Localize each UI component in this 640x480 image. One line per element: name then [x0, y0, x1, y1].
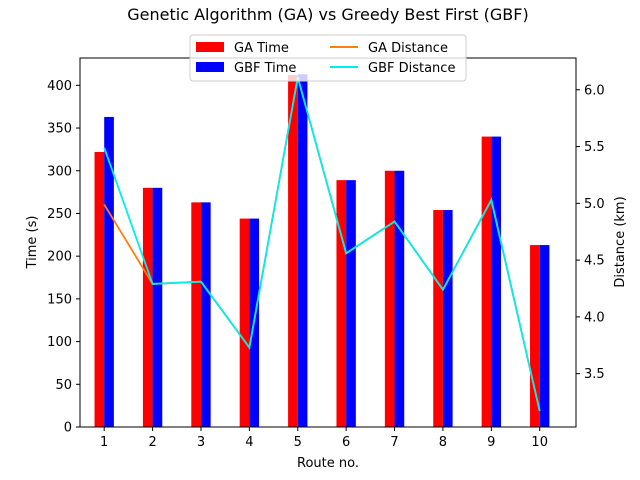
bar-gbf-time-10 [539, 245, 550, 427]
y-tick-label: 350 [47, 122, 72, 137]
x-axis: 1 2 3 4 5 6 7 8 9 10 [100, 427, 548, 450]
x-tick-label: 2 [148, 435, 156, 450]
bar-gbf-time-1 [104, 116, 114, 427]
y-tick-label: 300 [47, 164, 72, 179]
y2-tick-label: 4.0 [584, 310, 605, 325]
bar-ga-time-5 [288, 75, 298, 427]
bars-layer [94, 74, 550, 427]
bar-gbf-time-9 [491, 136, 501, 427]
bar-ga-time-9 [481, 136, 492, 427]
lines-layer [103, 77, 541, 412]
x-axis-label: Route no. [297, 456, 359, 471]
y2-tick-label: 6.0 [584, 83, 605, 98]
bar-ga-time-8 [433, 210, 443, 427]
bar-gbf-time-5 [297, 74, 308, 427]
x-tick-label: 8 [439, 435, 447, 450]
y-axis-label: Time (s) [25, 216, 40, 270]
legend-box [189, 34, 467, 82]
line-ga-distance [103, 77, 541, 412]
x-tick-label: 7 [390, 435, 398, 450]
y2-axis-label: Distance (km) [613, 196, 628, 287]
bar-ga-time-4 [239, 218, 250, 427]
bar-gbf-time-2 [152, 187, 163, 427]
x-tick-label: 1 [100, 435, 108, 450]
y2-tick-label: 5.0 [584, 197, 605, 212]
bar-ga-time-2 [142, 187, 153, 427]
bar-ga-time-7 [384, 170, 395, 427]
y-tick-label: 100 [47, 335, 72, 350]
bar-gbf-time-3 [200, 202, 211, 427]
y2-tick-label: 5.5 [584, 140, 605, 155]
bar-gbf-time-7 [394, 170, 405, 427]
y-axis-left: 0 50 100 150 200 250 300 350 400 [47, 79, 80, 436]
bar-ga-time-1 [94, 151, 105, 427]
x-tick-label: 10 [531, 435, 548, 450]
x-tick-label: 9 [487, 435, 495, 450]
bar-ga-time-10 [530, 245, 540, 427]
legend-label-ga-time: GA Time [234, 41, 289, 56]
chart-title: Genetic Algorithm (GA) vs Greedy Best Fi… [127, 5, 528, 24]
y2-tick-label: 4.5 [584, 254, 605, 269]
y-tick-label: 0 [64, 421, 72, 436]
y2-tick-label: 3.5 [584, 367, 605, 382]
legend-label-ga-distance: GA Distance [368, 41, 448, 56]
bar-gbf-time-6 [346, 180, 356, 427]
y-tick-label: 50 [55, 378, 72, 393]
bar-ga-time-6 [336, 180, 347, 427]
legend-swatch-ga-time [196, 42, 224, 52]
legend-swatch-gbf-time [196, 62, 224, 72]
x-tick-label: 5 [294, 435, 302, 450]
legend-label-gbf-time: GBF Time [234, 61, 296, 76]
bar-ga-time-3 [191, 202, 201, 427]
y-tick-label: 200 [47, 250, 72, 265]
x-tick-label: 6 [342, 435, 350, 450]
legend: GA Time GBF Time GA Distance GBF Distanc… [189, 34, 467, 82]
legend-label-gbf-distance: GBF Distance [368, 61, 455, 76]
y-tick-label: 400 [47, 79, 72, 94]
line-gbf-distance [103, 77, 541, 412]
bar-gbf-time-8 [442, 210, 453, 427]
y-axis-right: 3.5 4.0 4.5 5.0 5.5 6.0 [576, 83, 605, 382]
x-tick-label: 3 [197, 435, 205, 450]
x-tick-label: 4 [245, 435, 253, 450]
y-tick-label: 150 [47, 292, 72, 307]
y-tick-label: 250 [47, 207, 72, 222]
